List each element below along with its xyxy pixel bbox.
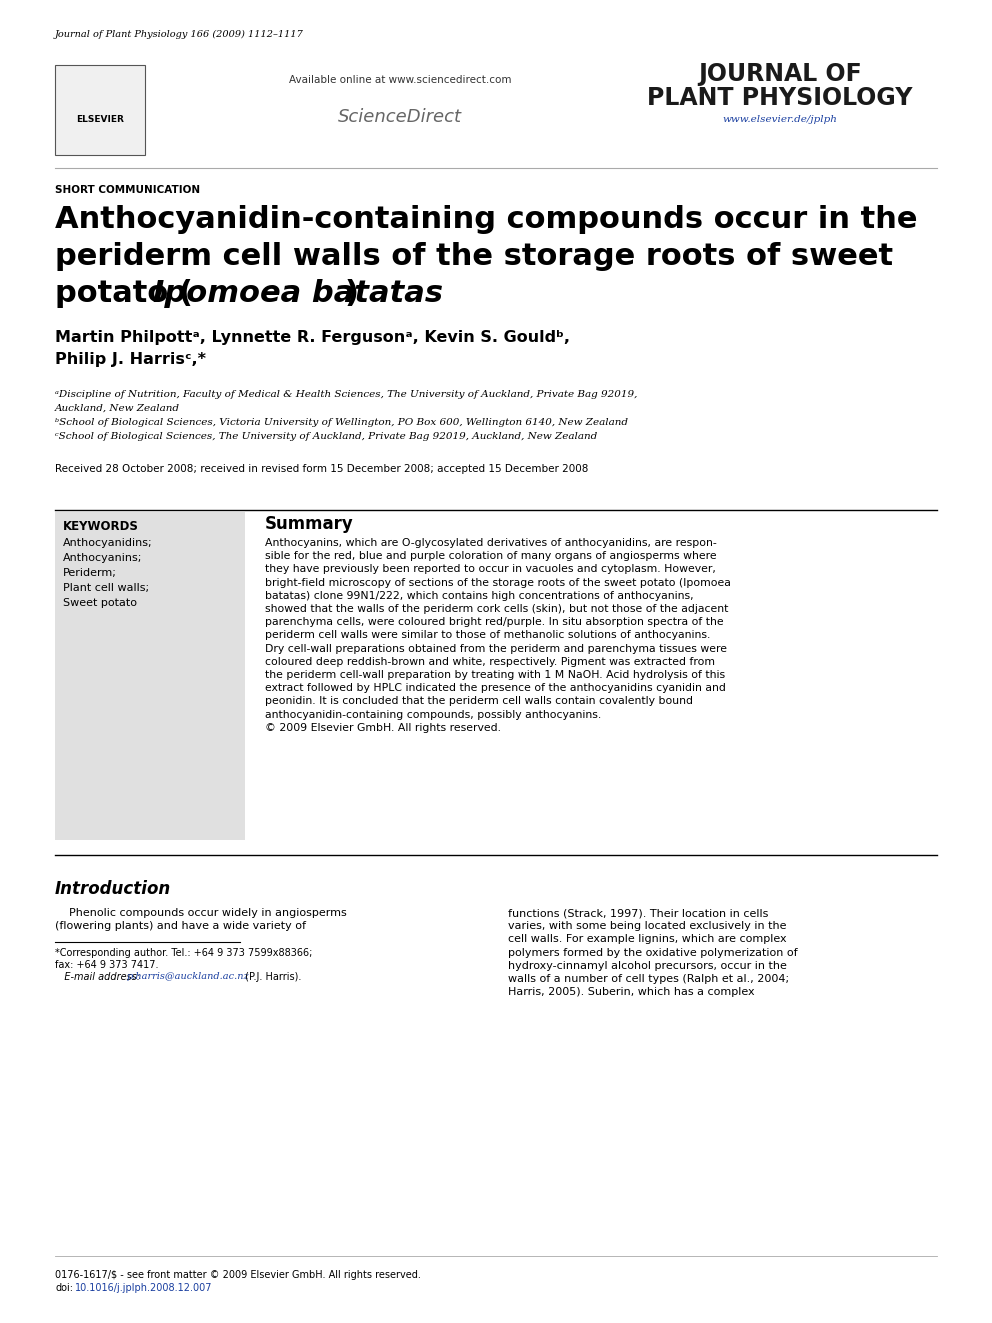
Text: JOURNAL OF: JOURNAL OF [698,62,862,86]
Text: varies, with some being located exclusively in the: varies, with some being located exclusiv… [508,921,787,931]
Text: ᵇSchool of Biological Sciences, Victoria University of Wellington, PO Box 600, W: ᵇSchool of Biological Sciences, Victoria… [55,418,628,427]
Text: polymers formed by the oxidative polymerization of: polymers formed by the oxidative polymer… [508,947,798,958]
Text: ScienceDirect: ScienceDirect [338,108,462,126]
Text: periderm cell walls of the storage roots of sweet: periderm cell walls of the storage roots… [55,242,893,271]
Text: Introduction: Introduction [55,880,172,898]
Text: Dry cell-wall preparations obtained from the periderm and parenchyma tissues wer: Dry cell-wall preparations obtained from… [265,643,727,654]
Text: Available online at www.sciencedirect.com: Available online at www.sciencedirect.co… [289,75,511,85]
Text: 0176-1617/$ - see front matter © 2009 Elsevier GmbH. All rights reserved.: 0176-1617/$ - see front matter © 2009 El… [55,1270,421,1279]
Text: 10.1016/j.jplph.2008.12.007: 10.1016/j.jplph.2008.12.007 [75,1283,212,1293]
Text: ELSEVIER: ELSEVIER [76,115,124,124]
Text: ᶜSchool of Biological Sciences, The University of Auckland, Private Bag 92019, A: ᶜSchool of Biological Sciences, The Univ… [55,433,597,441]
Text: sible for the red, blue and purple coloration of many organs of angiosperms wher: sible for the red, blue and purple color… [265,552,716,561]
Text: walls of a number of cell types (Ralph et al., 2004;: walls of a number of cell types (Ralph e… [508,974,789,984]
Text: Anthocyanidins;: Anthocyanidins; [63,538,153,548]
Text: parenchyma cells, were coloured bright red/purple. In situ absorption spectra of: parenchyma cells, were coloured bright r… [265,618,723,627]
Text: Sweet potato: Sweet potato [63,598,137,609]
Text: anthocyanidin-containing compounds, possibly anthocyanins.: anthocyanidin-containing compounds, poss… [265,709,601,720]
Text: extract followed by HPLC indicated the presence of the anthocyanidins cyanidin a: extract followed by HPLC indicated the p… [265,683,726,693]
Text: (flowering plants) and have a wide variety of: (flowering plants) and have a wide varie… [55,921,306,931]
Text: SHORT COMMUNICATION: SHORT COMMUNICATION [55,185,200,194]
Text: ᵃDiscipline of Nutrition, Faculty of Medical & Health Sciences, The University o: ᵃDiscipline of Nutrition, Faculty of Med… [55,390,638,400]
Text: Anthocyanidin-containing compounds occur in the: Anthocyanidin-containing compounds occur… [55,205,918,234]
Text: Received 28 October 2008; received in revised form 15 December 2008; accepted 15: Received 28 October 2008; received in re… [55,464,588,474]
Text: (P.J. Harris).: (P.J. Harris). [242,972,302,983]
Text: the periderm cell-wall preparation by treating with 1 M NaOH. Acid hydrolysis of: the periderm cell-wall preparation by tr… [265,669,725,680]
Text: functions (Strack, 1997). Their location in cells: functions (Strack, 1997). Their location… [508,908,769,918]
Text: Plant cell walls;: Plant cell walls; [63,583,149,593]
Text: p.harris@auckland.ac.nz: p.harris@auckland.ac.nz [127,972,250,982]
Text: peonidin. It is concluded that the periderm cell walls contain covalently bound: peonidin. It is concluded that the perid… [265,696,693,706]
Text: Summary: Summary [265,515,354,533]
Text: periderm cell walls were similar to those of methanolic solutions of anthocyanin: periderm cell walls were similar to thos… [265,630,710,640]
Text: E-mail address:: E-mail address: [55,972,143,983]
Text: *Corresponding author. Tel.: +64 9 373 7599x88366;: *Corresponding author. Tel.: +64 9 373 7… [55,949,312,958]
Text: Auckland, New Zealand: Auckland, New Zealand [55,404,180,413]
Text: Journal of Plant Physiology 166 (2009) 1112–1117: Journal of Plant Physiology 166 (2009) 1… [55,30,304,40]
Text: fax: +64 9 373 7417.: fax: +64 9 373 7417. [55,960,159,970]
Text: Philip J. Harrisᶜ,*: Philip J. Harrisᶜ,* [55,352,206,366]
Text: hydroxy-cinnamyl alcohol precursors, occur in the: hydroxy-cinnamyl alcohol precursors, occ… [508,960,787,971]
Text: cell walls. For example lignins, which are complex: cell walls. For example lignins, which a… [508,934,787,945]
Text: Periderm;: Periderm; [63,568,117,578]
Text: KEYWORDS: KEYWORDS [63,520,139,533]
Text: Phenolic compounds occur widely in angiosperms: Phenolic compounds occur widely in angio… [55,908,347,918]
Text: coloured deep reddish-brown and white, respectively. Pigment was extracted from: coloured deep reddish-brown and white, r… [265,656,715,667]
FancyBboxPatch shape [55,65,145,155]
Text: they have previously been reported to occur in vacuoles and cytoplasm. However,: they have previously been reported to oc… [265,565,716,574]
Text: Harris, 2005). Suberin, which has a complex: Harris, 2005). Suberin, which has a comp… [508,987,755,998]
Text: Anthocyanins, which are O-glycosylated derivatives of anthocyanidins, are respon: Anthocyanins, which are O-glycosylated d… [265,538,717,548]
Text: Ipomoea batatas: Ipomoea batatas [153,279,443,308]
Text: showed that the walls of the periderm cork cells (skin), but not those of the ad: showed that the walls of the periderm co… [265,605,728,614]
Text: ): ) [345,279,359,308]
Text: batatas) clone 99N1/222, which contains high concentrations of anthocyanins,: batatas) clone 99N1/222, which contains … [265,591,693,601]
Text: bright-field microscopy of sections of the storage roots of the sweet potato (Ip: bright-field microscopy of sections of t… [265,578,731,587]
FancyBboxPatch shape [55,512,245,840]
Text: doi:: doi: [55,1283,73,1293]
Text: potato (: potato ( [55,279,192,308]
Text: © 2009 Elsevier GmbH. All rights reserved.: © 2009 Elsevier GmbH. All rights reserve… [265,722,501,733]
Text: Martin Philpottᵃ, Lynnette R. Fergusonᵃ, Kevin S. Gouldᵇ,: Martin Philpottᵃ, Lynnette R. Fergusonᵃ,… [55,329,570,345]
Text: www.elsevier.de/jplph: www.elsevier.de/jplph [722,115,837,124]
Text: Anthocyanins;: Anthocyanins; [63,553,143,564]
Text: PLANT PHYSIOLOGY: PLANT PHYSIOLOGY [647,86,913,110]
